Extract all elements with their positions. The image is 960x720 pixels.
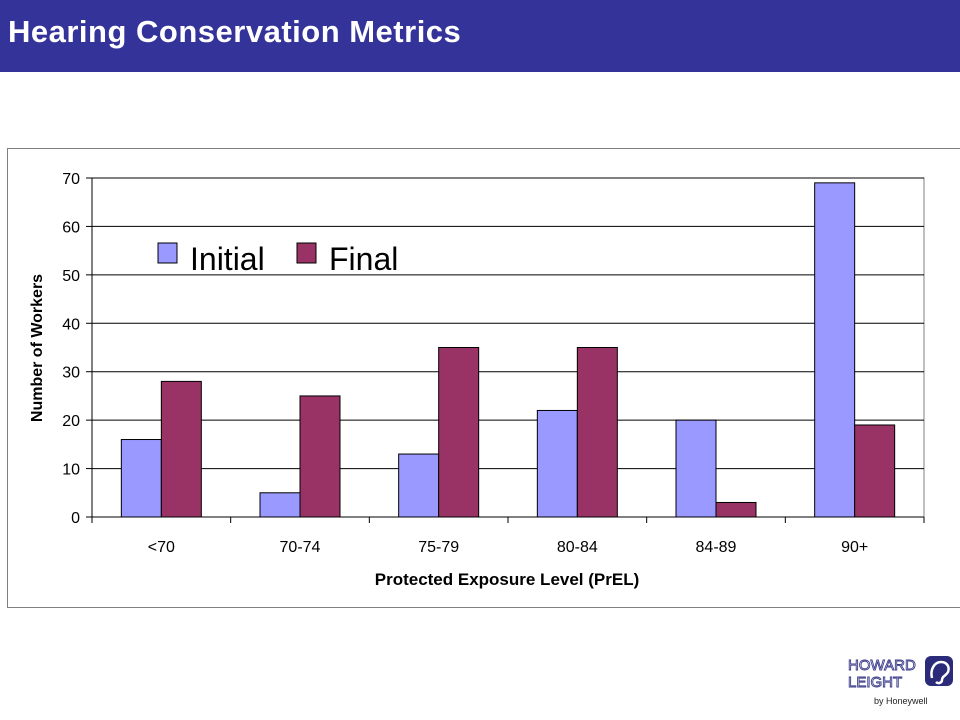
y-tick-label: 50 (62, 268, 80, 285)
bar-initial-4 (675, 419, 717, 518)
bar-initial-3 (536, 409, 578, 518)
legend-swatch-initial (157, 242, 178, 264)
logo-line2: LEIGHT (848, 674, 902, 691)
bar-final-1 (299, 395, 341, 518)
grid-lines (91, 177, 925, 518)
howard-leight-logo: HOWARD LEIGHT by Honeywell (848, 656, 953, 706)
bar-final-2 (438, 347, 480, 518)
x-tick-label: 75-79 (418, 539, 459, 556)
x-tick-label: 80-84 (557, 539, 598, 556)
bar-final-5 (854, 424, 896, 518)
logo-line1: HOWARD (848, 657, 916, 674)
plot-area (91, 177, 925, 518)
x-tick-label: 90+ (841, 539, 868, 556)
x-tick-label: 84-89 (696, 539, 737, 556)
x-tick-label: <70 (148, 539, 175, 556)
bar-initial-0 (120, 439, 162, 518)
legend: Initial Final (157, 241, 398, 277)
legend-label-initial: Initial (190, 241, 265, 277)
ear-icon (925, 656, 953, 686)
bar-final-0 (160, 380, 202, 518)
y-tick-label: 20 (62, 413, 80, 430)
y-tick-label: 30 (62, 365, 80, 382)
bar-final-3 (576, 347, 618, 518)
bar-initial-1 (259, 492, 301, 518)
x-tick-label: 70-74 (280, 539, 321, 556)
chart-frame (7, 148, 960, 608)
bar-initial-2 (398, 453, 440, 518)
y-tick-label: 40 (62, 316, 80, 333)
y-tick-label: 60 (62, 219, 80, 236)
x-axis-label: Protected Exposure Level (PrEL) (375, 570, 640, 589)
y-tick-label: 10 (62, 462, 80, 479)
logo-tagline: by Honeywell (874, 696, 928, 706)
bars (120, 182, 896, 518)
y-tick-label: 70 (62, 171, 80, 188)
bar-initial-5 (814, 182, 856, 518)
y-axis-label: Number of Workers (29, 274, 46, 422)
page-title: Hearing Conservation Metrics (8, 14, 462, 49)
legend-swatch-final (296, 242, 317, 264)
bar-final-4 (715, 501, 757, 518)
title-bar: Hearing Conservation Metrics (0, 0, 960, 72)
y-tick-label: 0 (71, 510, 80, 527)
axes: 0 10 20 30 40 50 60 70 <70 70-74 75-79 80-84 84-89 90… (62, 171, 925, 556)
legend-label-final: Final (329, 241, 398, 277)
